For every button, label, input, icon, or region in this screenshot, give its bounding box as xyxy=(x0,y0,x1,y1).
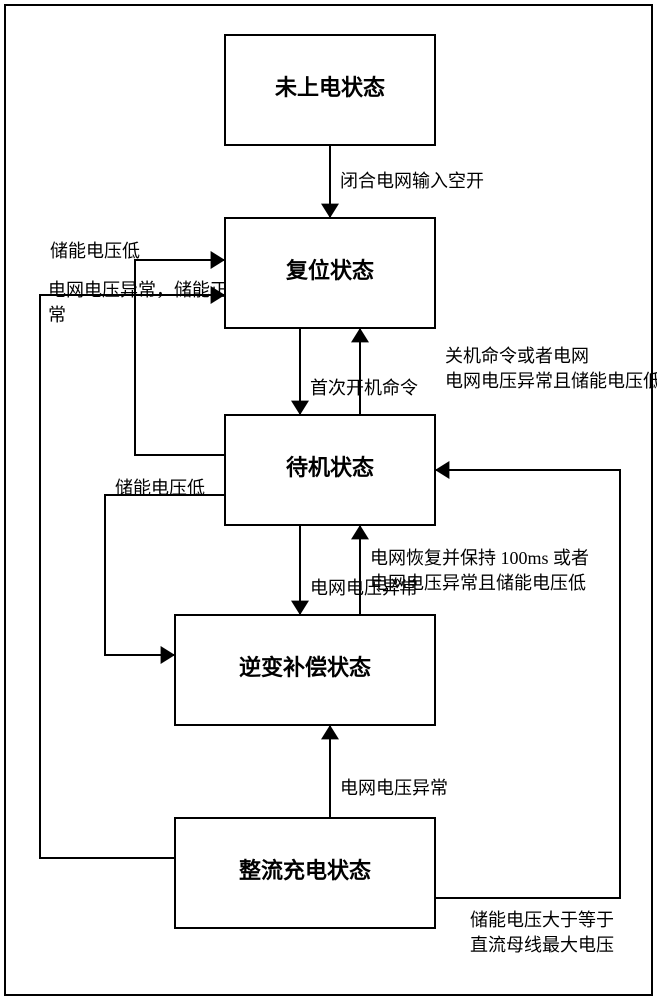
edge-label-e9-1: 直流母线最大电压 xyxy=(470,935,614,955)
edge-label-e6-0: 储能电压低 xyxy=(50,241,140,261)
node-label-n1: 复位状态 xyxy=(285,258,374,283)
flowchart-canvas: 闭合电网输入空开首次开机命令关机命令或者电网电网电压异常且储能电压低电网电压异常… xyxy=(0,0,657,1000)
edge-e8 xyxy=(40,295,225,858)
edge-label-e0-0: 闭合电网输入空开 xyxy=(340,171,484,191)
edge-label-e8-1: 常 xyxy=(48,305,66,325)
node-label-n2: 待机状态 xyxy=(286,455,374,480)
edge-label-e4-0: 电网恢复并保持 100ms 或者 xyxy=(370,548,589,568)
edge-label-e9-0: 储能电压大于等于 xyxy=(470,910,614,930)
edge-label-e4-1: 电网电压异常且储能电压低 xyxy=(370,573,586,593)
node-label-n3: 逆变补偿状态 xyxy=(239,655,371,680)
edge-e9 xyxy=(435,470,620,898)
edge-label-e7-0: 储能电压低 xyxy=(115,478,205,498)
edge-label-e8-0: 电网电压异常，储能正 xyxy=(48,280,228,300)
edge-label-e2-1: 电网电压异常且储能电压低 xyxy=(445,371,657,391)
edge-label-e1-0: 首次开机命令 xyxy=(310,378,418,398)
edge-label-e5-0: 电网电压异常 xyxy=(340,778,448,798)
edge-label-e2-0: 关机命令或者电网 xyxy=(445,346,589,366)
node-label-n4: 整流充电状态 xyxy=(239,858,371,883)
node-label-n0: 未上电状态 xyxy=(275,75,385,100)
